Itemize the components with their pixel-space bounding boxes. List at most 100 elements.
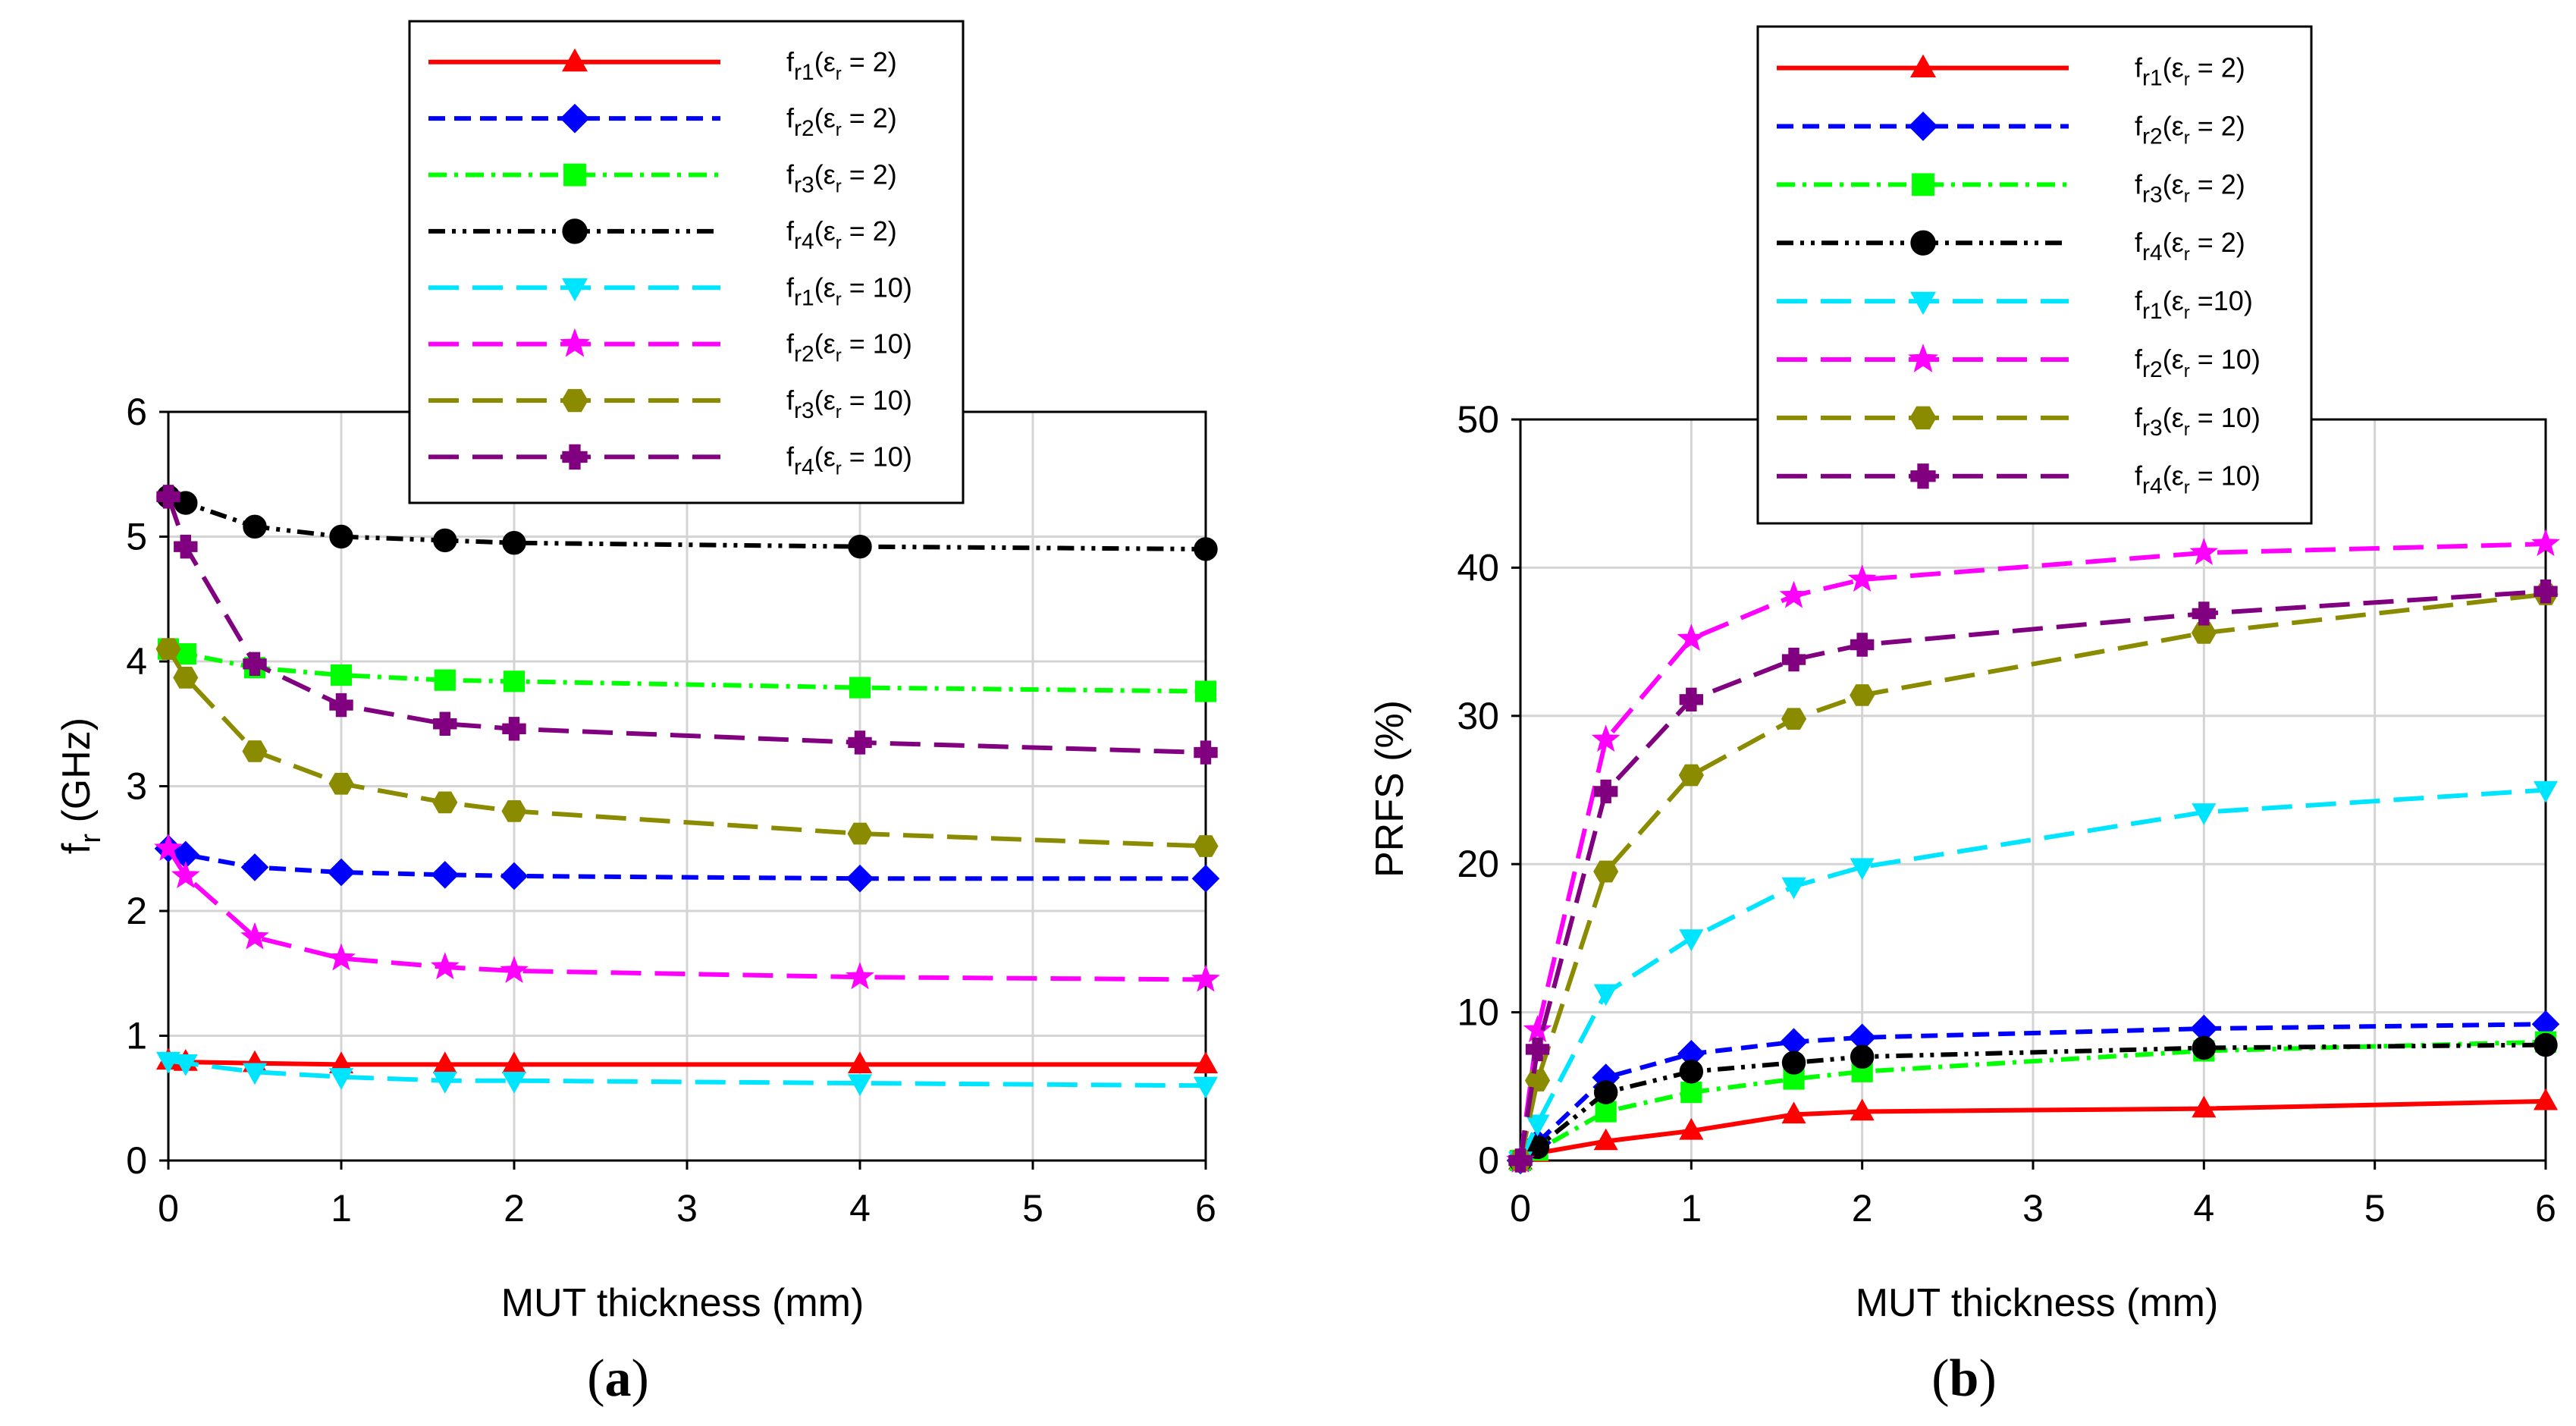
x-tick-label: 6 [2535,1187,2556,1230]
data-point [240,922,269,950]
legend-label-sub: r2 [2142,124,2163,149]
data-point [1524,1070,1551,1091]
data-point [434,669,456,691]
legend-label-rest: = 10) [842,385,912,416]
data-point [242,740,268,762]
legend-entry: fr3(εr = 10) [428,385,912,423]
legend-marker [561,48,588,72]
data-point [501,1072,527,1094]
x-tick-label: 2 [1852,1187,1873,1230]
data-point [1781,708,1807,730]
caption-close: ) [1978,1349,1996,1408]
legend-label-eps-sub: r [836,289,842,309]
series-line [1519,1042,2546,1163]
legend-label-main: f [2135,460,2143,492]
caption-letter: a [605,1349,632,1408]
data-point [2192,803,2217,825]
series-5 [155,1051,1219,1099]
data-point [502,531,526,555]
legend-box [408,20,965,504]
legend-label: fr3(εr = 10) [786,385,912,423]
legend-marker [1910,463,1936,489]
data-point [847,822,873,845]
data-point [1781,647,1806,672]
legend-entry: fr2(εr = 10) [1777,344,2261,382]
legend-label-sub: r2 [794,342,814,367]
data-point [1193,1051,1219,1074]
legend-label-eps: (ε [2163,52,2184,83]
panel-caption: (a) [587,1349,649,1408]
legend-label-eps-sub: r [836,346,842,366]
legend-label-sub: r4 [794,229,814,254]
legend-label-eps-sub: r [2184,478,2190,498]
data-point [328,1068,354,1090]
legend-marker [562,444,588,470]
data-point [1194,740,1218,765]
legend-label-main: f [786,441,795,472]
series-line [166,847,1206,982]
y-tick-label: 0 [1478,1139,1499,1182]
legend-entry: fr1(εr = 2) [1777,52,2245,91]
data-point [1193,1076,1219,1099]
y-axis-label: fr (GHz) [55,718,107,854]
legend-label: fr3(εr = 10) [2135,402,2261,441]
data-point [1593,860,1619,883]
legend-label: fr3(εr = 2) [2135,168,2245,207]
y-tick-label: 2 [126,890,147,932]
data-point [329,524,353,549]
legend: fr1(εr = 2)fr2(εr = 2)fr3(εr = 2)fr4(εr … [1756,25,2313,525]
legend-label: fr1(εr = 10) [786,272,912,310]
legend-label-sub: r3 [794,173,814,198]
legend-entry: fr1(εr = 10) [428,272,912,310]
legend-label-eps-sub: r [2184,361,2190,382]
legend-label-sub: r1 [2142,299,2163,324]
y-tick-label: 3 [126,765,147,808]
y-tick-label: 30 [1457,695,1499,737]
series-line [1518,592,2546,1161]
legend-label-rest: = 2) [2190,52,2245,83]
legend-label-eps: (ε [2163,110,2184,141]
data-point [2192,601,2217,626]
legend-marker [1908,112,1938,141]
data-point [1593,1128,1618,1151]
legend-label-rest: =10) [2190,285,2253,316]
data-point [243,514,267,539]
legend-marker [1909,54,1937,77]
series-line [1518,542,2546,1161]
data-point [1593,1080,1618,1104]
legend-marker [563,163,586,187]
legend-label-eps: (ε [814,102,836,133]
data-point [502,717,526,741]
data-point [171,861,200,888]
y-tick-label: 10 [1457,991,1499,1034]
legend-label: fr1(εr = 2) [2135,52,2245,91]
legend: fr1(εr = 2)fr2(εr = 2)fr3(εr = 2)fr4(εr … [408,20,965,504]
legend-label-rest: = 2) [842,159,897,190]
legend-label-eps: (ε [814,272,836,303]
legend-marker [1909,406,1937,430]
data-point [1781,1101,1806,1124]
x-tick-label: 1 [331,1187,352,1230]
legend-label: fr2(εr = 2) [786,102,897,141]
data-point [2531,529,2560,557]
data-point [2192,1035,2217,1060]
legend-marker [562,218,588,244]
y-axis-label-main: PRFS (%) [1368,700,1412,878]
legend-label-main: f [786,385,795,416]
x-tick-label: 4 [2193,1187,2214,1230]
legend-label-eps-sub: r [836,402,842,422]
data-point [432,791,458,814]
legend-label-rest: = 2) [2190,227,2245,258]
legend-entry: fr3(εr = 10) [1777,402,2261,441]
legend-label-rest: = 10) [2190,402,2261,433]
legend-entry: fr1(εr =10) [1777,285,2253,324]
y-tick-label: 1 [126,1015,147,1057]
legend-label-main: f [2135,344,2143,375]
data-point [1193,835,1219,857]
x-tick-label: 1 [1680,1187,1702,1230]
x-tick-label: 0 [1510,1187,1531,1230]
data-point [1781,1051,1806,1075]
data-point [1508,1148,1533,1173]
chart-panel-b: 0 1 2 3 4 5 6 0 10 20 30 40 50 MUT thickness (mm) PRFS… [1368,25,2560,1408]
data-point [500,956,529,984]
